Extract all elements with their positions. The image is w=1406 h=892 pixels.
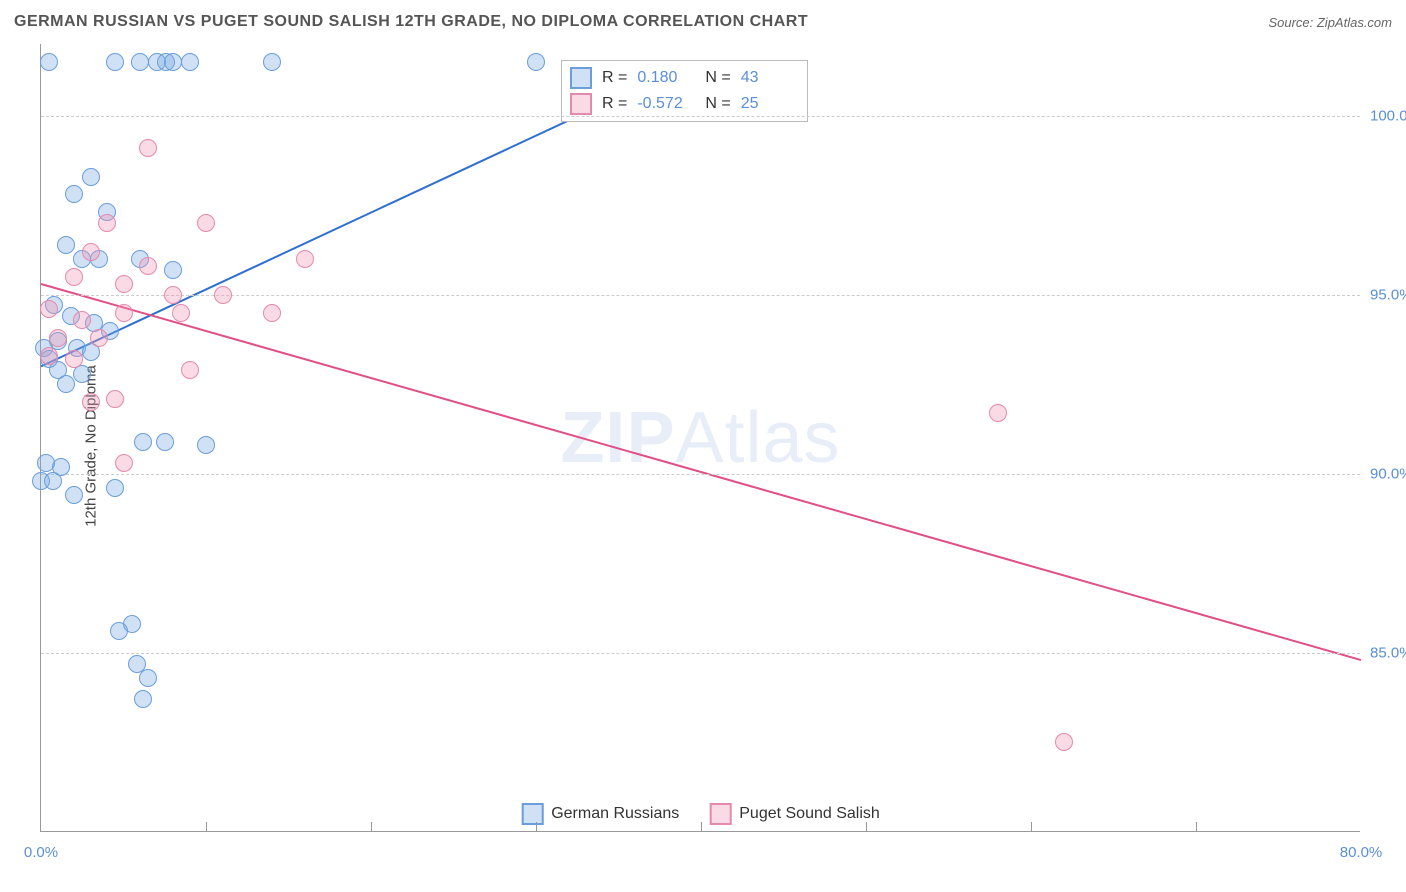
x-minor-tick <box>1196 822 1197 832</box>
source-prefix: Source: <box>1268 15 1316 30</box>
x-minor-tick <box>866 822 867 832</box>
point-german-russians <box>65 185 83 203</box>
point-puget-sound-salish <box>65 268 83 286</box>
stats-n-label: N = <box>705 69 730 87</box>
stats-n-value: 25 <box>741 95 799 113</box>
stats-r-value: -0.572 <box>637 95 695 113</box>
gridline-h <box>41 653 1360 654</box>
point-german-russians <box>82 168 100 186</box>
point-puget-sound-salish <box>296 250 314 268</box>
point-puget-sound-salish <box>1055 733 1073 751</box>
point-puget-sound-salish <box>115 454 133 472</box>
stats-r-label: R = <box>602 69 627 87</box>
point-german-russians <box>139 669 157 687</box>
point-puget-sound-salish <box>106 390 124 408</box>
point-german-russians <box>527 53 545 71</box>
point-german-russians <box>40 53 58 71</box>
point-puget-sound-salish <box>49 329 67 347</box>
plot-area: ZIPAtlas R =0.180N =43R =-0.572N =25 Ger… <box>40 44 1360 832</box>
point-puget-sound-salish <box>98 214 116 232</box>
x-minor-tick <box>536 822 537 832</box>
point-german-russians <box>110 622 128 640</box>
page-title: GERMAN RUSSIAN VS PUGET SOUND SALISH 12T… <box>14 13 808 31</box>
x-tick-label: 80.0% <box>1340 844 1383 861</box>
point-german-russians <box>131 53 149 71</box>
point-puget-sound-salish <box>65 350 83 368</box>
legend-item: German Russians <box>521 803 679 825</box>
legend-swatch <box>709 803 731 825</box>
point-german-russians <box>164 53 182 71</box>
x-minor-tick <box>1031 822 1032 832</box>
point-puget-sound-salish <box>989 404 1007 422</box>
point-puget-sound-salish <box>181 361 199 379</box>
point-german-russians <box>134 433 152 451</box>
point-puget-sound-salish <box>214 286 232 304</box>
y-tick-label: 85.0% <box>1370 644 1406 661</box>
point-puget-sound-salish <box>40 300 58 318</box>
stats-swatch <box>570 67 592 89</box>
trendline-german-russians <box>41 105 602 366</box>
point-puget-sound-salish <box>164 286 182 304</box>
point-puget-sound-salish <box>115 275 133 293</box>
legend-item: Puget Sound Salish <box>709 803 880 825</box>
stats-swatch <box>570 93 592 115</box>
stats-row: R = -0.572 N = 25 <box>570 91 799 117</box>
point-german-russians <box>57 236 75 254</box>
stats-r-label: R = <box>602 95 627 113</box>
y-tick-label: 100.0% <box>1370 107 1406 124</box>
x-minor-tick <box>206 822 207 832</box>
gridline-h <box>41 474 1360 475</box>
y-tick-label: 90.0% <box>1370 465 1406 482</box>
point-german-russians <box>164 261 182 279</box>
point-puget-sound-salish <box>73 311 91 329</box>
point-german-russians <box>65 486 83 504</box>
point-puget-sound-salish <box>263 304 281 322</box>
gridline-h <box>41 116 1360 117</box>
legend-label: German Russians <box>551 805 679 823</box>
point-puget-sound-salish <box>139 257 157 275</box>
x-tick-label: 0.0% <box>24 844 58 861</box>
source-name: ZipAtlas.com <box>1317 15 1392 30</box>
trend-lines-layer <box>41 44 1360 831</box>
legend-swatch <box>521 803 543 825</box>
point-german-russians <box>181 53 199 71</box>
point-german-russians <box>44 472 62 490</box>
point-puget-sound-salish <box>90 329 108 347</box>
point-german-russians <box>106 53 124 71</box>
x-minor-tick <box>371 822 372 832</box>
point-puget-sound-salish <box>82 393 100 411</box>
header: GERMAN RUSSIAN VS PUGET SOUND SALISH 12T… <box>0 0 1406 44</box>
point-puget-sound-salish <box>40 347 58 365</box>
trendline-puget-sound-salish <box>41 284 1361 660</box>
source-attribution: Source: ZipAtlas.com <box>1268 15 1392 30</box>
point-german-russians <box>197 436 215 454</box>
stats-r-value: 0.180 <box>637 69 695 87</box>
stats-n-value: 43 <box>741 69 799 87</box>
point-puget-sound-salish <box>139 139 157 157</box>
point-german-russians <box>106 479 124 497</box>
point-german-russians <box>263 53 281 71</box>
point-german-russians <box>134 690 152 708</box>
point-puget-sound-salish <box>115 304 133 322</box>
stats-row: R = 0.180 N = 43 <box>570 65 799 91</box>
stats-box: R = 0.180 N = 43 R = -0.572 N = 25 <box>561 60 808 122</box>
stats-n-label: N = <box>705 95 730 113</box>
point-puget-sound-salish <box>172 304 190 322</box>
y-tick-label: 95.0% <box>1370 286 1406 303</box>
legend-label: Puget Sound Salish <box>739 805 880 823</box>
point-puget-sound-salish <box>82 243 100 261</box>
point-puget-sound-salish <box>197 214 215 232</box>
gridline-h <box>41 295 1360 296</box>
x-minor-tick <box>701 822 702 832</box>
point-german-russians <box>156 433 174 451</box>
